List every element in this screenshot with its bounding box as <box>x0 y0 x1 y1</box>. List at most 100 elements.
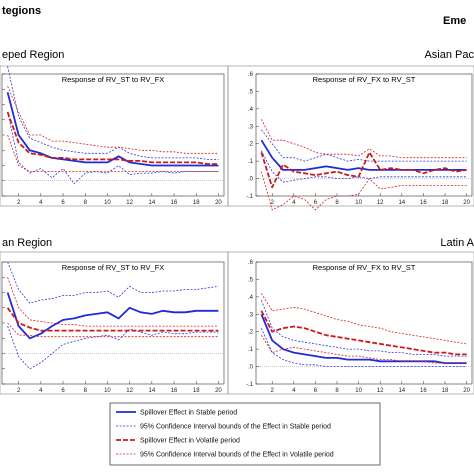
y-tick-label: .6 <box>248 72 254 78</box>
x-tick-label: 4 <box>292 388 296 394</box>
chart-panel-bottom-left: Response of RV_ST to RV_FX 2 4 6 8 10 12 14 16 18… <box>0 251 229 395</box>
chart-title: Response of RV_ST to RV_FX <box>62 75 165 84</box>
series-line-4 <box>6 307 219 332</box>
series-line-2 <box>261 129 467 162</box>
series-line-2 <box>7 261 219 304</box>
y-tick-label: .2 <box>248 330 254 336</box>
x-tick-label: 18 <box>442 388 449 394</box>
x-tick-label: 20 <box>215 200 222 206</box>
legend: Spillover Effect in Stable period 95% Con… <box>109 402 381 466</box>
plot-frame <box>255 73 473 197</box>
chart-panel-top-left: Response of RV_ST to RV_FX 2 4 6 8 10 12 14 16 18… <box>0 65 229 207</box>
x-tick-label: 20 <box>215 388 222 394</box>
panel-frame <box>227 251 474 395</box>
series-line-2 <box>7 66 219 160</box>
x-tick-label: 2 <box>271 200 275 206</box>
chart-title: Response of RV_FX to RV_ST <box>313 75 416 84</box>
series-line-3 <box>261 328 467 368</box>
series-line-4 <box>6 111 219 165</box>
y-tick-label: -.1 <box>246 382 254 388</box>
plot-frame <box>255 261 473 385</box>
x-tick-label: 8 <box>84 200 88 206</box>
y-tick-label: .3 <box>248 312 254 318</box>
x-tick-label: 18 <box>193 200 200 206</box>
legend-label-4: 95% Confidence Interval bounds of the Ef… <box>140 452 334 459</box>
x-tick-label: 10 <box>104 388 111 394</box>
x-tick-label: 14 <box>398 388 405 394</box>
x-tick-label: 4 <box>39 388 43 394</box>
y-tick-label: .1 <box>248 347 254 353</box>
series-line-3 <box>7 112 219 185</box>
x-tick-label: 10 <box>104 200 111 206</box>
series-line-2 <box>261 300 467 357</box>
x-tick-label: 4 <box>292 200 296 206</box>
group-header-right: Eme <box>443 15 466 27</box>
x-tick-label: 10 <box>355 388 362 394</box>
series-line-1 <box>6 292 219 340</box>
y-tick-label: .6 <box>248 260 254 266</box>
y-tick-label: .5 <box>248 277 254 283</box>
region-label-top-left: eped Region <box>2 49 64 61</box>
panel-frame <box>0 65 229 207</box>
x-tick-label: 20 <box>463 200 470 206</box>
series-line-5 <box>7 277 219 327</box>
series-line-5 <box>261 293 467 345</box>
series-line-4 <box>260 151 467 189</box>
chart-title: Response of RV_FX to RV_ST <box>313 263 416 272</box>
group-header-left: tegions <box>2 5 41 17</box>
x-tick-label: 16 <box>171 388 178 394</box>
x-tick-label: 8 <box>335 388 339 394</box>
plot-frame <box>1 261 225 385</box>
x-tick-label: 18 <box>442 200 449 206</box>
series-line-6 <box>261 171 467 211</box>
x-tick-label: 6 <box>61 200 65 206</box>
panel-frame <box>227 65 474 207</box>
x-tick-label: 10 <box>355 200 362 206</box>
series-line-1 <box>260 139 467 171</box>
x-tick-label: 2 <box>271 388 275 394</box>
legend-label-2: 95% Confidence Interval bounds of the Ef… <box>140 424 331 431</box>
y-tick-label: .0 <box>248 177 254 183</box>
legend-label-3: Spillover Effect in Volatile period <box>140 438 240 445</box>
y-tick-label: .4 <box>248 295 254 301</box>
region-label-bottom-left: an Region <box>2 237 52 249</box>
series-line-3 <box>261 150 467 183</box>
x-tick-label: 16 <box>171 200 178 206</box>
series-line-5 <box>261 119 467 159</box>
x-tick-label: 2 <box>17 388 21 394</box>
x-tick-label: 20 <box>463 388 470 394</box>
series-line-6 <box>261 334 467 364</box>
x-tick-label: 6 <box>61 388 65 394</box>
x-tick-label: 14 <box>149 200 156 206</box>
chart-panel-bottom-right: Response of RV_FX to RV_ST 2 4 6 8 10 12 14 16 18… <box>227 251 474 395</box>
series-line-1 <box>260 313 467 365</box>
series-line-1 <box>6 92 219 167</box>
y-tick-label: .5 <box>248 89 254 95</box>
region-label-top-right: Asian Pac <box>424 49 474 61</box>
x-tick-label: 6 <box>314 200 318 206</box>
legend-label-1: Spillover Effect in Stable period <box>140 410 237 417</box>
plot-frame <box>1 73 225 197</box>
x-tick-label: 12 <box>377 200 384 206</box>
x-tick-label: 6 <box>314 388 318 394</box>
x-tick-label: 2 <box>17 200 21 206</box>
x-tick-label: 8 <box>335 200 339 206</box>
legend-box <box>109 402 381 466</box>
x-tick-label: 4 <box>39 200 43 206</box>
x-tick-label: 16 <box>420 200 427 206</box>
y-tick-label: -.1 <box>246 194 254 200</box>
y-tick-label: .4 <box>248 107 254 113</box>
panel-frame <box>0 251 229 395</box>
series-line-5 <box>7 86 219 154</box>
series-line-4 <box>260 310 467 356</box>
chart-panel-top-right: Response of RV_FX to RV_ST 2 4 6 8 10 12 14 16 18… <box>227 65 474 211</box>
y-tick-label: .1 <box>248 159 254 165</box>
series-line-3 <box>7 325 219 370</box>
region-label-bottom-right: Latin A <box>440 237 474 249</box>
x-tick-label: 12 <box>126 200 133 206</box>
y-tick-label: .3 <box>248 124 254 130</box>
x-tick-label: 14 <box>398 200 405 206</box>
chart-title: Response of RV_ST to RV_FX <box>62 263 165 272</box>
x-tick-label: 14 <box>149 388 156 394</box>
